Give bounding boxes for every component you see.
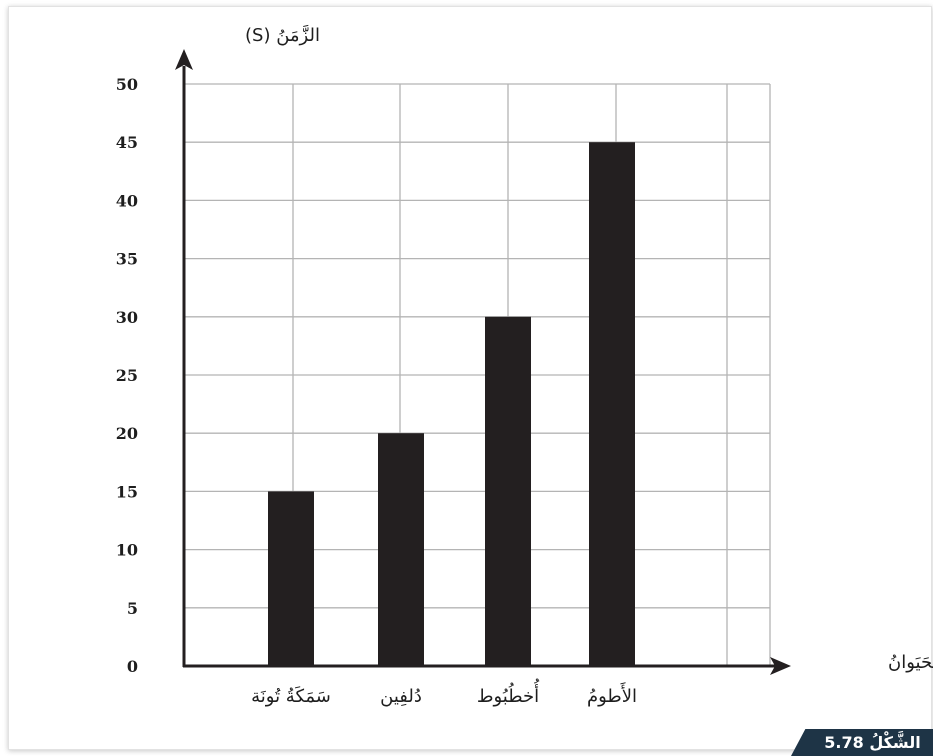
- x-category-label-1: سَمَكَةُ تُونَة: [251, 686, 331, 707]
- x-category-label-3: أُخطُبُوط: [477, 678, 540, 707]
- y-tick-label-0: 0: [127, 657, 138, 676]
- bar-2: [378, 433, 424, 666]
- y-tick-label-30: 30: [116, 308, 138, 327]
- figure-label: الشَّكْلُ 5.78: [824, 733, 921, 752]
- y-tick-label-50: 50: [116, 75, 138, 94]
- y-axis-title: الزَّمَنُ (S): [245, 24, 320, 46]
- axes: [175, 49, 791, 675]
- bar-3: [485, 316, 531, 666]
- y-tick-label-20: 20: [116, 424, 138, 443]
- y-axis-arrow: [175, 49, 193, 70]
- y-tick-label-5: 5: [127, 599, 138, 618]
- y-tick-label-40: 40: [116, 191, 138, 210]
- x-axis-arrow: [770, 657, 791, 675]
- y-tick-label-45: 45: [116, 133, 138, 152]
- y-tick-label-25: 25: [116, 366, 138, 385]
- y-tick-label-35: 35: [116, 250, 138, 269]
- bar-1: [268, 491, 314, 666]
- bars: [268, 142, 635, 666]
- y-tick-label-15: 15: [116, 482, 138, 501]
- x-category-label-4: الأَطومُ: [587, 682, 637, 707]
- x-category-label-2: دُلفِين: [380, 686, 422, 707]
- y-tick-label-10: 10: [116, 541, 138, 560]
- tick-labels: 0 5 10 15 20 25 30 35 40 45 50 سَمَكَةُ تُونَة دُلفِ…: [116, 75, 637, 707]
- x-axis-title: الحَيَوانُ: [888, 652, 933, 673]
- figure-frame: [8, 6, 932, 750]
- bar-4: [589, 142, 635, 666]
